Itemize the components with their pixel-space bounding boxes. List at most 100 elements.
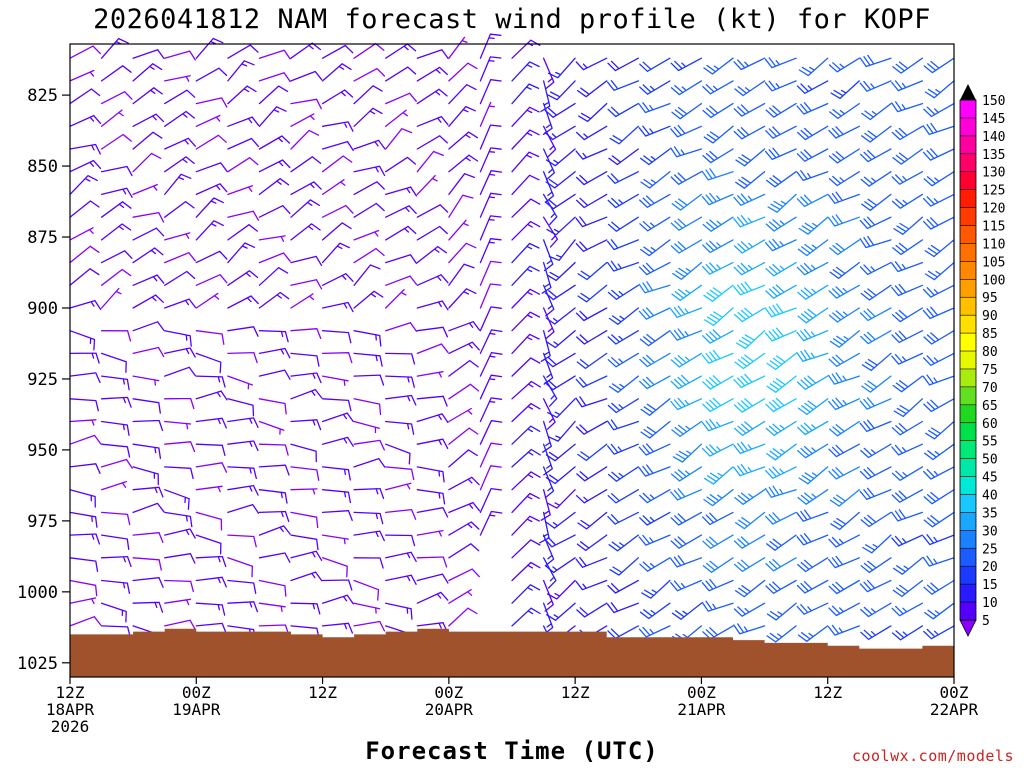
- wind-barb: [638, 125, 671, 137]
- colorbar-label: 65: [982, 399, 998, 414]
- wind-barb: [69, 511, 98, 528]
- wind-barb: [829, 489, 860, 507]
- wind-barb: [702, 80, 734, 95]
- wind-barb: [923, 511, 955, 528]
- wind-barb: [321, 301, 354, 313]
- wind-barb: [416, 489, 446, 505]
- wind-barb: [227, 137, 260, 150]
- wind-barb: [511, 174, 540, 196]
- wind-barb: [860, 511, 892, 528]
- wind-barb: [227, 484, 259, 496]
- wind-barb: [860, 625, 892, 640]
- wind-barb: [796, 349, 829, 362]
- wind-barb: [258, 205, 291, 218]
- wind-barb: [639, 511, 671, 526]
- wind-barb: [195, 485, 223, 493]
- wind-barb: [575, 375, 608, 388]
- wind-barb: [511, 402, 541, 423]
- wind-barb: [922, 306, 955, 320]
- wind-barb: [640, 171, 671, 189]
- wind-barb: [670, 466, 703, 482]
- wind-barb: [479, 101, 495, 127]
- wind-barb: [764, 327, 797, 342]
- wind-barb: [69, 434, 102, 445]
- wind-barb: [702, 557, 734, 573]
- wind-barb: [416, 300, 449, 311]
- wind-barb: [69, 597, 97, 605]
- wind-barb: [607, 216, 639, 232]
- wind-barb: [544, 102, 576, 118]
- wind-barb: [891, 330, 924, 344]
- wind-barb: [511, 357, 541, 377]
- wind-barb: [796, 509, 829, 522]
- wind-barb: [640, 239, 671, 257]
- wind-barb: [575, 489, 608, 504]
- wind-barb: [701, 192, 734, 206]
- wind-barb: [733, 57, 766, 71]
- colorbar-segment: [960, 225, 976, 244]
- wind-barb: [922, 193, 955, 207]
- wind-barb: [227, 224, 258, 241]
- wind-barb: [290, 129, 320, 150]
- x-tick-label: 18APR: [46, 700, 95, 719]
- wind-barb: [577, 511, 608, 530]
- wind-barb: [132, 49, 165, 59]
- wind-barb: [100, 187, 133, 198]
- wind-barb: [607, 102, 639, 118]
- wind-barb: [69, 372, 101, 384]
- wind-barb: [100, 443, 131, 458]
- wind-barb: [766, 625, 797, 643]
- wind-barb: [448, 194, 474, 218]
- wind-barb: [321, 534, 349, 545]
- x-tick-label: 00Z: [434, 683, 463, 702]
- wind-barb: [859, 579, 892, 593]
- colorbar-label: 5: [982, 614, 990, 629]
- wind-barb: [195, 97, 228, 108]
- wind-barb: [164, 528, 196, 539]
- wind-barb: [353, 352, 383, 367]
- wind-barb: [69, 200, 100, 218]
- wind-barb: [544, 534, 576, 548]
- wind-barb: [511, 311, 541, 332]
- wind-barb: [827, 214, 860, 227]
- wind-barb: [828, 420, 860, 437]
- wind-barb: [132, 227, 165, 241]
- wind-barb: [891, 261, 924, 273]
- wind-barb: [164, 232, 191, 241]
- colorbar-segment: [960, 117, 976, 137]
- wind-barb: [227, 375, 253, 390]
- wind-barb: [542, 148, 556, 181]
- wind-barb: [195, 197, 224, 218]
- wind-barb: [702, 216, 734, 232]
- wind-barb: [69, 159, 102, 173]
- wind-barb: [100, 555, 132, 568]
- wind-barb: [195, 375, 226, 388]
- wind-barb: [797, 284, 829, 300]
- wind-barb: [164, 298, 197, 309]
- wind-barb: [861, 375, 892, 393]
- wind-barb: [545, 148, 576, 167]
- wind-barb: [164, 397, 195, 410]
- wind-barb: [828, 534, 860, 548]
- wind-barb: [69, 45, 101, 59]
- wind-barb: [195, 114, 221, 127]
- wind-barb: [69, 533, 101, 545]
- colorbar-segment: [960, 548, 976, 567]
- wind-barb: [577, 284, 608, 303]
- wind-barb: [639, 557, 671, 572]
- wind-barb: [353, 85, 383, 105]
- wind-barb: [69, 245, 100, 264]
- wind-barb: [862, 534, 892, 554]
- colorbar-max-arrow: [960, 84, 976, 100]
- wind-barb: [923, 330, 955, 345]
- wind-barb: [639, 352, 671, 368]
- wind-barb: [479, 374, 503, 400]
- wind-barb: [448, 543, 480, 559]
- wind-barb: [511, 425, 541, 445]
- wind-barb: [702, 102, 734, 119]
- wind-barb: [353, 420, 380, 434]
- wind-barb: [511, 380, 541, 400]
- wind-barb: [733, 398, 766, 413]
- wind-barb: [164, 553, 196, 564]
